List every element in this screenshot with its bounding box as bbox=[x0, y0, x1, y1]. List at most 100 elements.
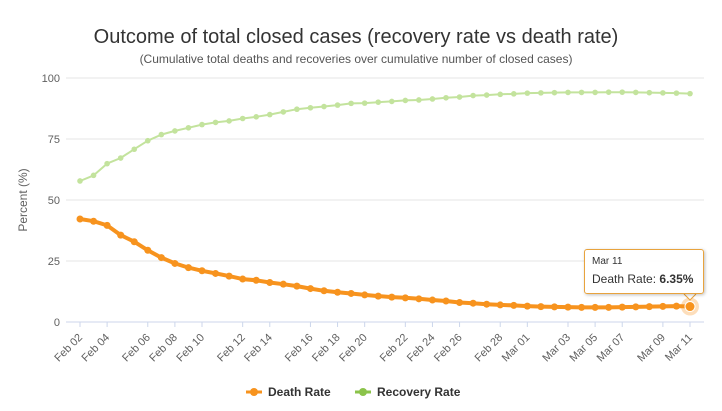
recovery-rate-point[interactable] bbox=[497, 91, 504, 98]
death-rate-point[interactable] bbox=[293, 282, 301, 290]
recovery-rate-point[interactable] bbox=[158, 131, 165, 138]
death-rate-point[interactable] bbox=[591, 303, 599, 311]
x-tick-label: Feb 04 bbox=[80, 332, 113, 365]
death-rate-point[interactable] bbox=[184, 264, 192, 272]
death-rate-point[interactable] bbox=[618, 303, 626, 311]
death-rate-point[interactable] bbox=[483, 300, 491, 308]
death-rate-point[interactable] bbox=[550, 303, 558, 311]
recovery-rate-point[interactable] bbox=[456, 94, 463, 100]
recovery-rate-point[interactable] bbox=[443, 94, 449, 101]
death-rate-point[interactable] bbox=[456, 298, 464, 306]
recovery-rate-point[interactable] bbox=[185, 124, 192, 131]
death-rate-point[interactable] bbox=[428, 296, 436, 304]
recovery-rate-point[interactable] bbox=[538, 90, 544, 96]
recovery-rate-point[interactable] bbox=[321, 103, 327, 110]
recovery-rate-point[interactable] bbox=[687, 90, 693, 97]
recovery-rate-point[interactable] bbox=[632, 89, 639, 96]
death-rate-point[interactable] bbox=[279, 280, 287, 288]
death-rate-point[interactable] bbox=[672, 302, 680, 310]
recovery-rate-point[interactable] bbox=[172, 128, 178, 134]
recovery-rate-point[interactable] bbox=[131, 146, 138, 153]
recovery-rate-point[interactable] bbox=[619, 89, 626, 95]
recovery-rate-point[interactable] bbox=[266, 111, 273, 118]
recovery-rate-point[interactable] bbox=[294, 106, 300, 113]
death-rate-point[interactable] bbox=[144, 246, 152, 254]
recovery-rate-point[interactable] bbox=[388, 98, 395, 105]
legend-item-death-rate[interactable]: Death Rate bbox=[246, 385, 331, 399]
death-rate-point[interactable] bbox=[388, 293, 396, 301]
recovery-rate-point[interactable] bbox=[578, 89, 585, 96]
death-rate-point[interactable] bbox=[659, 302, 667, 310]
death-rate-point[interactable] bbox=[239, 275, 247, 283]
death-rate-point[interactable] bbox=[306, 285, 314, 293]
recovery-rate-point[interactable] bbox=[104, 160, 110, 167]
recovery-rate-point[interactable] bbox=[605, 89, 612, 95]
recovery-rate-point[interactable] bbox=[280, 109, 287, 115]
recovery-rate-point[interactable] bbox=[307, 104, 314, 111]
death-rate-point[interactable] bbox=[117, 231, 125, 239]
recovery-rate-point[interactable] bbox=[348, 100, 354, 107]
recovery-rate-point[interactable] bbox=[144, 137, 151, 144]
x-tick-label: Mar 05 bbox=[568, 332, 601, 365]
death-rate-point[interactable] bbox=[510, 301, 518, 309]
death-rate-point[interactable] bbox=[578, 303, 586, 311]
death-rate-point[interactable] bbox=[361, 291, 369, 299]
recovery-rate-point[interactable] bbox=[646, 89, 653, 96]
recovery-rate-point[interactable] bbox=[673, 90, 680, 96]
legend-item-recovery-rate[interactable]: Recovery Rate bbox=[355, 385, 461, 399]
recovery-rate-point[interactable] bbox=[416, 97, 422, 103]
death-rate-point[interactable] bbox=[171, 259, 179, 267]
recovery-rate-point[interactable] bbox=[429, 96, 436, 102]
recovery-rate-line bbox=[79, 91, 691, 182]
death-rate-point[interactable] bbox=[605, 303, 613, 311]
recovery-rate-point[interactable] bbox=[402, 97, 409, 104]
death-rate-point[interactable] bbox=[130, 238, 138, 246]
recovery-rate-point[interactable] bbox=[90, 172, 97, 179]
death-rate-point[interactable] bbox=[103, 221, 111, 229]
recovery-rate-point[interactable] bbox=[212, 119, 219, 126]
death-rate-point[interactable] bbox=[496, 301, 504, 309]
death-rate-point[interactable] bbox=[76, 215, 84, 223]
recovery-rate-point[interactable] bbox=[253, 113, 260, 120]
death-rate-point[interactable] bbox=[401, 294, 409, 302]
recovery-rate-point[interactable] bbox=[361, 100, 368, 106]
death-rate-point[interactable] bbox=[212, 269, 220, 277]
death-rate-point[interactable] bbox=[645, 303, 653, 311]
recovery-rate-point[interactable] bbox=[375, 99, 382, 105]
death-rate-point[interactable] bbox=[523, 302, 531, 310]
death-rate-point[interactable] bbox=[320, 287, 328, 295]
death-rate-point[interactable] bbox=[334, 288, 342, 296]
death-rate-point[interactable] bbox=[374, 292, 382, 300]
recovery-rate-point[interactable] bbox=[524, 90, 531, 96]
death-rate-point[interactable] bbox=[252, 276, 260, 284]
death-rate-point[interactable] bbox=[266, 278, 274, 286]
death-rate-point[interactable] bbox=[442, 297, 450, 305]
recovery-rate-point[interactable] bbox=[565, 89, 571, 96]
recovery-rate-point[interactable] bbox=[592, 89, 598, 96]
recovery-rate-point[interactable] bbox=[226, 118, 232, 124]
recovery-rate-point[interactable] bbox=[117, 155, 124, 161]
recovery-rate-point[interactable] bbox=[470, 92, 476, 99]
death-rate-point[interactable] bbox=[537, 303, 545, 311]
recovery-rate-point[interactable] bbox=[239, 115, 246, 122]
x-tick-label: Feb 16 bbox=[283, 332, 316, 365]
recovery-rate-point[interactable] bbox=[483, 92, 490, 98]
recovery-rate-point[interactable] bbox=[334, 102, 341, 108]
x-tick-label: Feb 28 bbox=[473, 332, 506, 365]
death-rate-point[interactable] bbox=[347, 289, 355, 297]
death-rate-point[interactable] bbox=[225, 272, 233, 280]
recovery-rate-point[interactable] bbox=[660, 90, 666, 96]
death-rate-point[interactable] bbox=[90, 217, 98, 225]
death-rate-point[interactable] bbox=[632, 303, 640, 311]
death-rate-point[interactable] bbox=[564, 303, 572, 311]
recovery-rate-point[interactable] bbox=[77, 178, 83, 184]
recovery-rate-point[interactable] bbox=[199, 121, 205, 128]
death-rate-point[interactable] bbox=[157, 254, 165, 262]
death-rate-point[interactable] bbox=[198, 267, 206, 275]
death-rate-hover-point[interactable] bbox=[684, 301, 696, 313]
recovery-rate-point[interactable] bbox=[510, 91, 517, 97]
y-tick-label: 50 bbox=[48, 195, 60, 207]
death-rate-point[interactable] bbox=[415, 295, 423, 303]
death-rate-point[interactable] bbox=[469, 299, 477, 307]
recovery-rate-point[interactable] bbox=[551, 89, 558, 96]
